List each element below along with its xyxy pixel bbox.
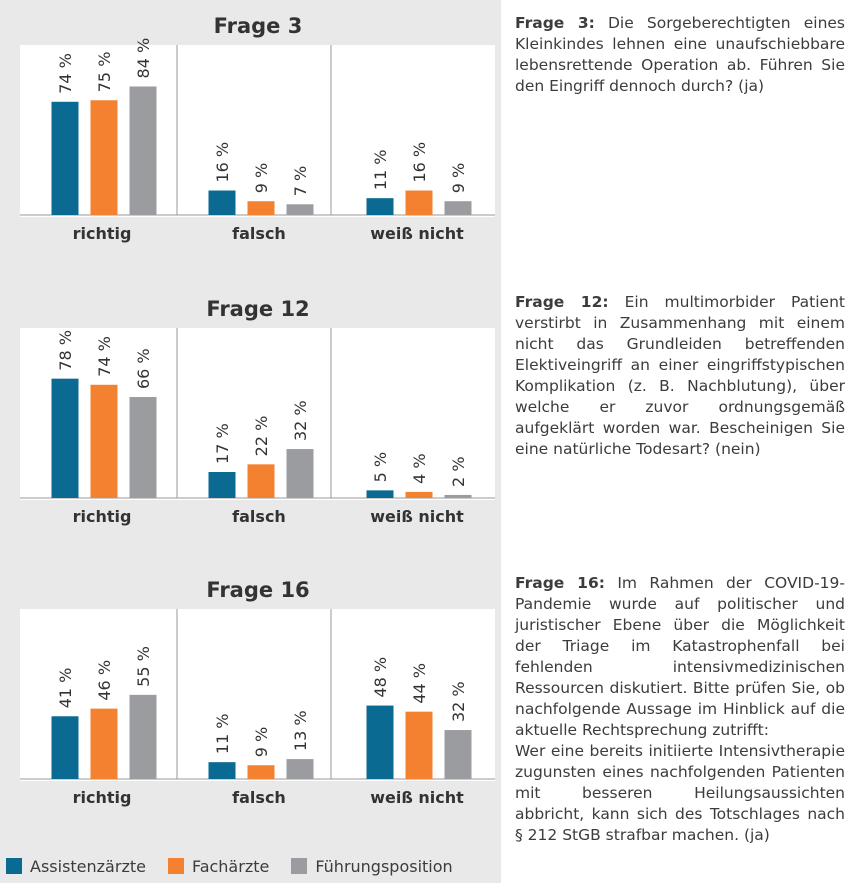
bar-value-label: 32 %	[291, 400, 310, 441]
bar-value-label: 2 %	[449, 456, 468, 486]
bar-value-label: 16 %	[410, 142, 429, 183]
bar-value-label: 41 %	[56, 668, 75, 709]
bar-richtig-1	[51, 716, 79, 779]
question-3-text: Frage 3: Die Sorgeberechtigten eines Kle…	[515, 13, 845, 97]
category-label: richtig	[73, 507, 132, 526]
bar-weiß-nicht-1	[366, 198, 394, 215]
bar-weiß-nicht-3	[444, 201, 472, 215]
bar-richtig-2	[90, 708, 118, 779]
legend-item-facharzt: Fachärzte	[167, 856, 270, 876]
bar-value-label: 13 %	[291, 710, 310, 751]
bar-value-label: 9 %	[252, 163, 271, 193]
bar-richtig-3	[129, 397, 157, 498]
bar-weiß-nicht-2	[405, 190, 433, 215]
bar-weiß-nicht-1	[366, 490, 394, 498]
bar-value-label: 48 %	[371, 657, 390, 698]
chart-2: Frage 12 78 % 74 % 66 % richtig 17 % 22 % 32 % f…	[20, 297, 495, 526]
chart-layer: Frage 3 74 % 75 % 84 % richtig 16 % 9 % 7 % fals…	[20, 14, 495, 807]
bar-falsch-2	[247, 201, 275, 215]
bar-value-label: 46 %	[95, 660, 114, 701]
bar-richtig-3	[129, 86, 157, 215]
legend-swatch-fuehrung	[291, 858, 308, 874]
bar-value-label: 32 %	[449, 681, 468, 722]
question-16-heading: Frage 16:	[515, 574, 605, 592]
legend-label-assistenz: Assistenzärzte	[30, 856, 146, 876]
question-3-body: Die Sorgeberechtigten eines Kleinkindes …	[515, 14, 845, 95]
bar-richtig-1	[51, 378, 79, 498]
bar-falsch-1	[208, 190, 236, 215]
bar-value-label: 9 %	[449, 163, 468, 193]
legend-swatch-facharzt	[167, 858, 184, 874]
question-12-body: Ein multimorbider Patient verstirbt in Z…	[515, 293, 845, 458]
chart-title: Frage 3	[214, 14, 303, 38]
legend-label-facharzt: Fachärzte	[191, 856, 270, 876]
bar-weiß-nicht-1	[366, 705, 394, 779]
bar-value-label: 16 %	[213, 142, 232, 183]
bar-value-label: 4 %	[410, 453, 429, 483]
bar-value-label: 11 %	[213, 714, 232, 755]
bar-richtig-2	[90, 384, 118, 498]
bar-value-label: 7 %	[291, 166, 310, 196]
category-label: falsch	[232, 788, 286, 807]
legend-item-assistenz: Assistenzärzte	[6, 857, 146, 876]
bar-falsch-1	[208, 471, 236, 498]
chart-title: Frage 16	[206, 578, 309, 602]
question-16-text: Frage 16: Im Rahmen der COVID-19-Pandemi…	[515, 573, 845, 846]
bar-richtig-1	[51, 101, 79, 215]
bar-falsch-3	[286, 759, 314, 779]
bar-value-label: 84 %	[134, 38, 153, 79]
category-label: falsch	[232, 224, 286, 243]
category-label: weiß nicht	[370, 788, 464, 807]
legend: Assistenzärzte Fachärzte Führungspositio…	[6, 854, 475, 878]
bar-value-label: 17 %	[213, 423, 232, 464]
bar-value-label: 44 %	[410, 663, 429, 704]
bar-value-label: 75 %	[95, 52, 114, 93]
bar-falsch-3	[286, 449, 314, 498]
bar-weiß-nicht-2	[405, 491, 433, 498]
bar-richtig-3	[129, 694, 157, 779]
question-12-text: Frage 12: Ein multimorbider Patient vers…	[515, 292, 845, 460]
legend-item-fuehrung: Führungsposition	[291, 856, 453, 876]
bar-value-label: 22 %	[252, 416, 271, 457]
chart-3: Frage 16 41 % 46 % 55 % richtig 11 % 9 % 13 % fa…	[20, 578, 495, 807]
bar-falsch-2	[247, 464, 275, 498]
category-label: richtig	[73, 788, 132, 807]
legend-label-fuehrung: Führungsposition	[315, 856, 453, 876]
bar-value-label: 74 %	[56, 53, 75, 94]
legend-swatch-assistenz	[6, 858, 22, 874]
category-label: richtig	[73, 224, 132, 243]
bar-value-label: 9 %	[252, 727, 271, 757]
question-3-heading: Frage 3:	[515, 14, 595, 32]
bar-falsch-3	[286, 204, 314, 215]
category-label: falsch	[232, 507, 286, 526]
category-label: weiß nicht	[370, 224, 464, 243]
category-label: weiß nicht	[370, 507, 464, 526]
bar-value-label: 55 %	[134, 646, 153, 687]
chart-1: Frage 3 74 % 75 % 84 % richtig 16 % 9 % 7 % fals…	[20, 14, 495, 243]
bar-falsch-2	[247, 765, 275, 779]
bar-value-label: 78 %	[56, 330, 75, 371]
question-16-statement: Wer eine bereits initiierte Intensivther…	[515, 742, 845, 844]
question-16-body: Im Rahmen der COVID-19-Pandemie wurde au…	[515, 574, 845, 739]
bar-weiß-nicht-3	[444, 730, 472, 779]
bar-value-label: 5 %	[371, 452, 390, 482]
bar-value-label: 74 %	[95, 336, 114, 377]
bar-value-label: 11 %	[371, 150, 390, 191]
bar-value-label: 66 %	[134, 348, 153, 389]
bar-richtig-2	[90, 100, 118, 215]
bar-falsch-1	[208, 762, 236, 779]
bar-weiß-nicht-3	[444, 494, 472, 498]
question-12-heading: Frage 12:	[515, 293, 609, 311]
bar-weiß-nicht-2	[405, 711, 433, 779]
chart-title: Frage 12	[206, 297, 309, 321]
